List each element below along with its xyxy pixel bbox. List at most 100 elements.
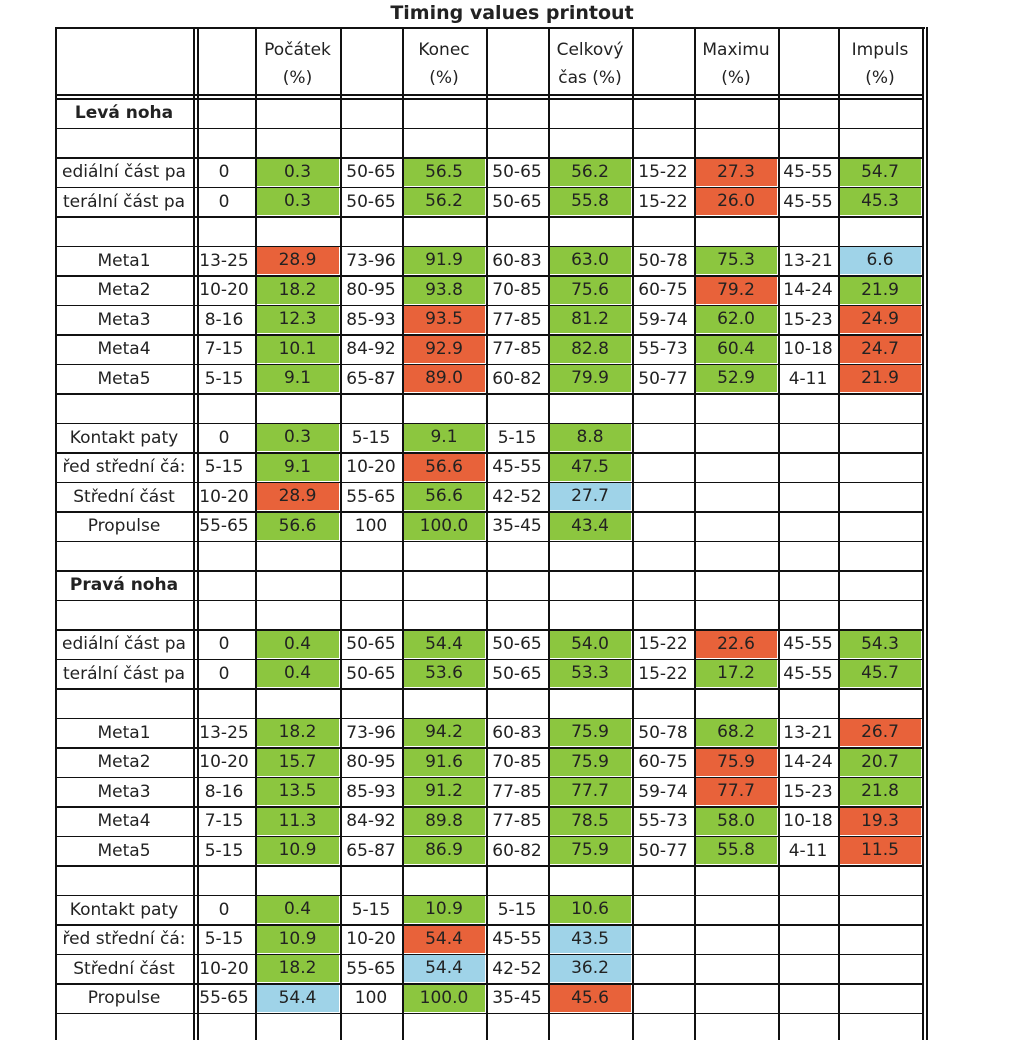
range-cell: 4-11 [788, 840, 828, 861]
range-cell: 5-15 [351, 427, 391, 448]
range-cell: 50-78 [638, 722, 688, 743]
row-divider [55, 157, 922, 159]
value-cell: 43.5 [549, 925, 631, 953]
row-label: řed střední čá: [62, 929, 186, 950]
value-cell: 21.9 [839, 364, 921, 392]
value-cell: 11.5 [839, 836, 921, 864]
range-cell: 10-18 [783, 811, 833, 832]
row-divider [55, 924, 922, 926]
value-cell: 8.8 [549, 423, 631, 451]
row-label: Meta4 [97, 339, 151, 360]
range-cell: 45-55 [783, 634, 833, 655]
value-cell: 22.6 [695, 630, 777, 658]
range-cell: 60-83 [492, 722, 542, 743]
column-divider [694, 27, 696, 1040]
value-cell: 26.0 [695, 187, 777, 215]
range-cell: 60-75 [638, 752, 688, 773]
row-divider [55, 540, 922, 542]
column-divider [255, 27, 257, 1040]
row-divider [55, 452, 922, 454]
column-divider [778, 27, 780, 1040]
range-cell: 0 [218, 427, 230, 448]
row-label: Meta4 [97, 811, 151, 832]
column-header: Celkový čas (%) [548, 33, 632, 95]
range-cell: 10-20 [346, 929, 396, 950]
row-divider [55, 304, 922, 306]
range-cell: 100 [354, 516, 388, 537]
value-cell: 100.0 [403, 984, 485, 1012]
range-cell: 0 [218, 899, 230, 920]
range-cell: 10-20 [346, 457, 396, 478]
row-label: Meta1 [97, 250, 151, 271]
value-cell: 9.1 [403, 423, 485, 451]
row-label: Meta2 [97, 280, 151, 301]
value-cell: 43.4 [549, 512, 631, 540]
value-cell: 60.4 [695, 335, 777, 363]
row-divider [55, 629, 922, 631]
row-divider [55, 393, 922, 395]
range-cell: 50-65 [346, 191, 396, 212]
row-divider [55, 747, 922, 749]
value-cell: 54.7 [839, 158, 921, 186]
value-cell: 0.4 [256, 630, 339, 658]
value-cell: 54.4 [403, 954, 485, 982]
range-cell: 50-65 [346, 663, 396, 684]
range-cell: 50-65 [492, 663, 542, 684]
column-divider [340, 27, 342, 1040]
range-cell: 59-74 [638, 309, 688, 330]
range-cell: 50-65 [492, 634, 542, 655]
row-divider [55, 98, 922, 100]
range-cell: 5-15 [204, 929, 244, 950]
section-title: Pravá noha [69, 575, 179, 596]
value-cell: 24.9 [839, 305, 921, 333]
range-cell: 10-18 [783, 339, 833, 360]
value-cell: 45.3 [839, 187, 921, 215]
value-cell: 19.3 [839, 807, 921, 835]
value-cell: 75.9 [695, 748, 777, 776]
row-divider [55, 717, 922, 719]
range-cell: 7-15 [204, 339, 244, 360]
range-cell: 70-85 [492, 752, 542, 773]
value-cell: 75.9 [549, 836, 631, 864]
value-cell: 56.6 [403, 453, 485, 481]
value-cell: 10.9 [256, 925, 339, 953]
range-cell: 15-23 [783, 781, 833, 802]
column-divider [402, 27, 404, 1040]
row-label: terální část pa [62, 191, 186, 212]
range-cell: 0 [218, 162, 230, 183]
range-cell: 13-21 [783, 722, 833, 743]
value-cell: 13.5 [256, 777, 339, 805]
value-cell: 36.2 [549, 954, 631, 982]
value-cell: 82.8 [549, 335, 631, 363]
value-cell: 47.5 [549, 453, 631, 481]
row-label: Meta3 [97, 781, 151, 802]
value-cell: 0.4 [256, 659, 339, 687]
value-cell: 0.3 [256, 158, 339, 186]
column-header-line: Konec [418, 40, 470, 60]
value-cell: 20.7 [839, 748, 921, 776]
range-cell: 50-65 [346, 634, 396, 655]
row-label: Kontakt paty [69, 899, 179, 920]
range-cell: 50-65 [346, 162, 396, 183]
range-cell: 45-55 [783, 663, 833, 684]
value-cell: 6.6 [839, 246, 921, 274]
range-cell: 45-55 [492, 457, 542, 478]
range-cell: 50-77 [638, 840, 688, 861]
value-cell: 54.4 [256, 984, 339, 1012]
range-cell: 77-85 [492, 811, 542, 832]
value-cell: 100.0 [403, 512, 485, 540]
value-cell: 12.3 [256, 305, 339, 333]
range-cell: 50-65 [492, 191, 542, 212]
value-cell: 55.8 [695, 836, 777, 864]
value-cell: 56.2 [549, 158, 631, 186]
range-cell: 14-24 [783, 752, 833, 773]
column-header-line: čas (%) [558, 68, 622, 88]
range-cell: 15-22 [638, 663, 688, 684]
column-divider [922, 27, 924, 1040]
range-cell: 0 [218, 663, 230, 684]
row-divider [55, 953, 922, 955]
value-cell: 10.9 [256, 836, 339, 864]
column-header-line: (%) [721, 68, 751, 88]
range-cell: 80-95 [346, 752, 396, 773]
row-divider [55, 865, 922, 867]
